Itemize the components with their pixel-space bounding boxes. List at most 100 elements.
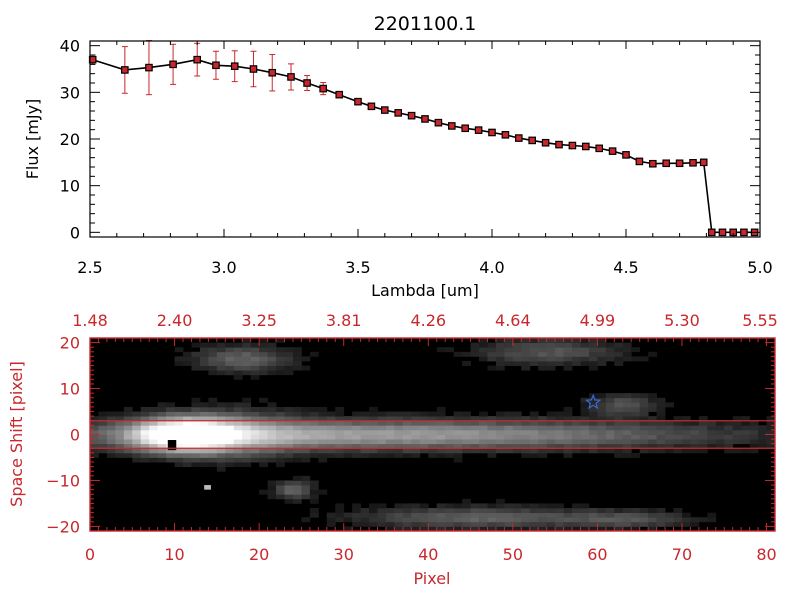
heatmap-cell: [614, 360, 624, 366]
heatmap-cell: [529, 521, 539, 527]
heatmap-cell: [631, 420, 641, 426]
heatmap-cell: [538, 365, 548, 371]
heatmap-cell: [301, 480, 311, 486]
heatmap-cell: [276, 425, 285, 431]
heatmap-cell: [216, 462, 226, 468]
spectrum-point: [528, 136, 537, 145]
heatmap-cell: [529, 508, 539, 514]
heatmap-cell: [487, 443, 497, 449]
heatmap-cell: [123, 411, 133, 417]
heatmap-cell: [538, 521, 548, 527]
heatmap-cell: [183, 420, 192, 426]
heatmap-cell: [309, 411, 319, 417]
heatmap-cell: [681, 429, 691, 435]
heatmap-cell: [436, 429, 446, 435]
heatmap-cell: [140, 448, 150, 454]
heatmap-cell: [335, 425, 345, 431]
y-tick-label: 30: [60, 83, 80, 102]
heatmap-cell: [174, 448, 184, 454]
heatmap-cell: [343, 512, 353, 518]
heatmap-cell: [470, 347, 480, 353]
heatmap-cell: [462, 434, 471, 440]
heatmap-cell: [715, 439, 725, 445]
heatmap-cell: [369, 443, 378, 449]
heatmap-cell: [166, 434, 175, 440]
heatmap-cell: [402, 503, 412, 509]
heatmap-cell: [267, 402, 277, 408]
heatmap-cell: [352, 512, 362, 518]
heatmap-cell: [216, 429, 226, 435]
heatmap-cell: [326, 411, 336, 417]
heatmap-cell: [276, 416, 285, 422]
heatmap-cell: [538, 443, 548, 449]
heatmap-cell: [707, 429, 717, 435]
heatmap-cell: [149, 434, 159, 440]
heatmap-cell: [106, 416, 116, 422]
heatmap-cell: [487, 452, 497, 458]
heatmap-cell: [479, 434, 488, 440]
heatmap-cell: [563, 416, 573, 422]
heatmap-image: [90, 338, 776, 532]
heatmap-cell: [470, 429, 480, 435]
heatmap-cell: [588, 365, 598, 371]
data-marker: [581, 142, 590, 151]
heatmap-cell: [487, 420, 497, 426]
heatmap-cell: [208, 402, 218, 408]
heatmap-cell: [512, 443, 522, 449]
heatmap-cell: [157, 452, 167, 458]
heatmap-cell: [267, 370, 277, 376]
heatmap-cell: [479, 448, 488, 454]
data-marker: [319, 84, 327, 93]
heatmap-cell: [343, 448, 353, 454]
heatmap-cell: [335, 411, 345, 417]
data-marker: [268, 68, 277, 77]
heatmap-cell: [402, 448, 412, 454]
heatmap-cell: [428, 434, 438, 440]
heatmap-cell: [470, 448, 480, 454]
heatmap-cell: [411, 517, 421, 523]
heatmap-cell: [284, 416, 294, 422]
heatmap-cell: [318, 489, 328, 495]
heatmap-cell: [588, 420, 598, 426]
heatmap-cell: [284, 448, 294, 454]
heatmap-cell: [529, 420, 539, 426]
heatmap-cell: [360, 452, 370, 458]
heatmap-cell: [504, 360, 514, 366]
heatmap-cell: [563, 429, 573, 435]
heatmap-cell: [292, 439, 302, 445]
heatmap-cell: [157, 439, 167, 445]
heatmap-cell: [242, 439, 252, 445]
heatmap-cell: [572, 512, 581, 518]
heatmap-cell: [140, 406, 150, 412]
spectrum-point: [501, 131, 510, 139]
heatmap-cell: [673, 439, 683, 445]
heatmap-cell: [267, 420, 277, 426]
heatmap-cell: [132, 416, 142, 422]
heatmap-cell: [546, 416, 556, 422]
heatmap-cell: [597, 425, 607, 431]
heatmap-cell: [284, 360, 294, 366]
heatmap-cell: [208, 457, 218, 463]
heatmap-cell: [521, 351, 531, 357]
heatmap-cell: [436, 439, 446, 445]
x-tick-label: 0: [85, 545, 95, 564]
heatmap-cell: [140, 425, 150, 431]
heatmap-cell: [656, 512, 666, 518]
heatmap-cell: [605, 448, 615, 454]
heatmap-cell: [580, 416, 590, 422]
heatmap-cell: [622, 342, 632, 348]
heatmap-cell: [512, 338, 522, 343]
heatmap-cell: [419, 512, 429, 518]
heatmap-cell: [233, 448, 243, 454]
heatmap-cell: [411, 411, 421, 417]
heatmap-cell: [166, 457, 175, 463]
data-marker: [230, 62, 239, 71]
heatmap-cell: [360, 411, 370, 417]
top-tick-label: 1.48: [72, 311, 108, 330]
heatmap-cell: [572, 526, 581, 532]
heatmap-cell: [250, 347, 260, 353]
heatmap-cell: [394, 425, 404, 431]
heatmap-cell: [377, 443, 387, 449]
heatmap-cell: [462, 439, 471, 445]
heatmap-cell: [521, 503, 531, 509]
